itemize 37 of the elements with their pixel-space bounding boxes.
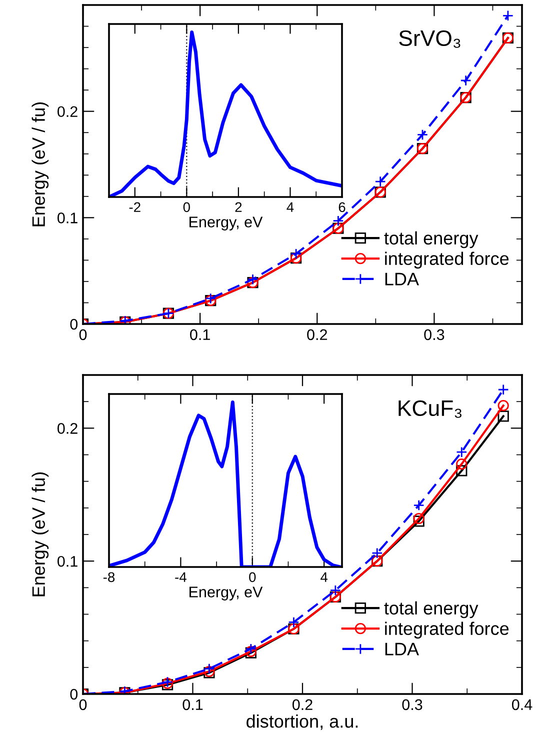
y-tick-label: 0.1 xyxy=(58,212,78,224)
x-axis-title: Energy, eV xyxy=(190,586,263,600)
y-tick-label: 0 xyxy=(70,688,78,700)
y-axis-title: Energy (eV / fu) xyxy=(32,472,49,596)
legend-label: integrated force xyxy=(385,252,509,269)
legend-label: LDA xyxy=(385,642,419,656)
x-tick-label: -2 xyxy=(129,202,140,212)
y-tick-label: 0.2 xyxy=(58,106,78,118)
x-axis-title: distortion, a.u. xyxy=(246,714,358,730)
legend-label: total energy xyxy=(384,601,478,618)
y-axis-title: Energy (eV / fu) xyxy=(32,102,49,226)
annotation: KCuF₃ xyxy=(398,400,462,418)
x-tick-label: 2 xyxy=(235,202,242,212)
legend-label: total energy xyxy=(384,231,478,248)
annotation: SrVO₃ xyxy=(399,30,460,48)
x-tick-label: 0 xyxy=(183,202,190,212)
x-tick-label: 4 xyxy=(320,572,328,582)
x-tick-label: 0.1 xyxy=(190,329,210,340)
legend-label: integrated force xyxy=(385,622,509,639)
x-tick-label: 0.3 xyxy=(424,329,444,340)
x-tick-label: 0.2 xyxy=(292,699,312,710)
y-tick-label: 0.2 xyxy=(58,423,78,434)
x-tick-label: -4 xyxy=(175,572,186,582)
x-tick-label: 0 xyxy=(79,329,87,340)
x-tick-label: 0.1 xyxy=(182,699,203,710)
x-tick-label: 4 xyxy=(286,202,294,212)
legend-label: LDA xyxy=(385,272,419,286)
x-tick-label: 0 xyxy=(249,572,256,582)
x-tick-label: 0.4 xyxy=(512,699,532,710)
x-tick-label: 0 xyxy=(79,699,87,710)
x-tick-label: -8 xyxy=(103,572,115,582)
x-tick-label: 0.3 xyxy=(402,699,422,710)
x-tick-label: 6 xyxy=(338,202,346,212)
x-tick-label: 0.2 xyxy=(307,329,327,340)
x-axis-title: Energy, eV xyxy=(190,216,263,230)
y-tick-label: 0 xyxy=(70,318,78,330)
y-tick-label: 0.1 xyxy=(58,556,78,567)
